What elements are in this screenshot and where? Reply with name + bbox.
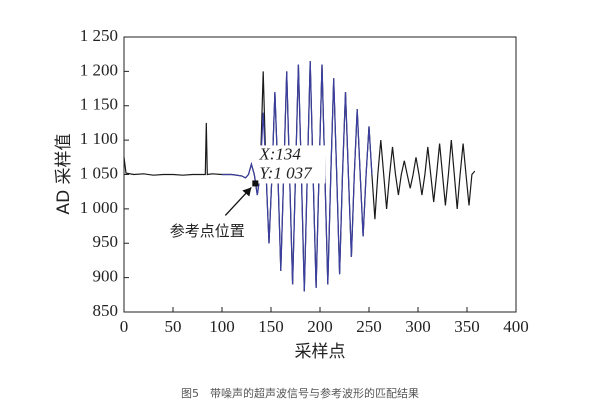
x-tick-label: 400: [503, 317, 529, 336]
y-axis-label: AD 采样值: [54, 133, 74, 214]
x-tick-label: 300: [405, 317, 431, 336]
x-axis-label: 采样点: [295, 342, 346, 362]
x-tick-label: 0: [120, 317, 129, 336]
y-tick-label: 1 100: [80, 129, 118, 148]
x-tick-label: 200: [307, 317, 333, 336]
pointer-text: 参考点位置: [170, 222, 245, 240]
annotation-label: Y:1 037: [259, 163, 313, 182]
y-tick-label: 1 000: [80, 198, 118, 217]
y-tick-label: 1 250: [80, 26, 118, 45]
x-tick-label: 50: [165, 317, 182, 336]
reference-point: [252, 180, 259, 187]
x-tick-label: 350: [454, 317, 480, 336]
x-tick-label: 150: [258, 317, 284, 336]
y-tick-label: 950: [93, 232, 119, 251]
annotation-label: X:134: [258, 144, 301, 163]
caption: 图5 带噪声的超声波信号与参考波形的匹配结果: [181, 386, 419, 400]
annotation-box: [257, 145, 326, 184]
arrow-head: [242, 187, 252, 197]
y-tick-label: 900: [93, 267, 119, 286]
y-tick-label: 850: [93, 301, 119, 320]
x-tick-label: 250: [356, 317, 382, 336]
y-tick-label: 1 050: [80, 163, 118, 182]
y-tick-label: 1 200: [80, 60, 118, 79]
x-tick-label: 100: [209, 317, 235, 336]
y-tick-label: 1 150: [80, 95, 118, 114]
